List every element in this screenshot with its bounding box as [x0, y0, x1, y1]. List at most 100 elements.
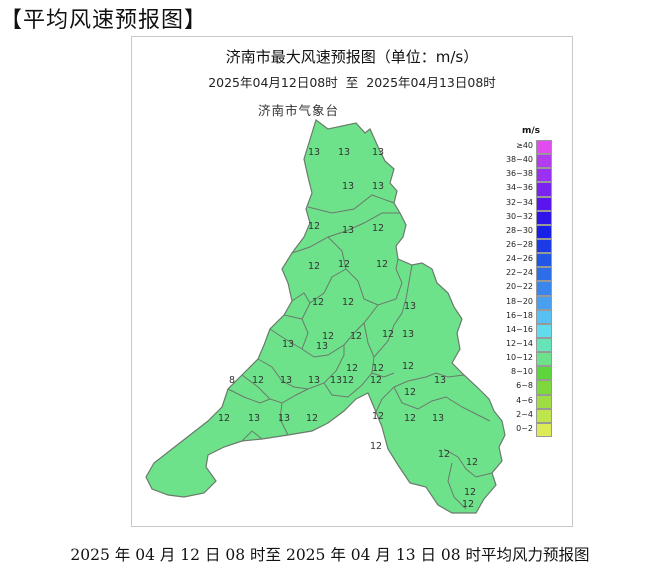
wind-value-label: 12 [382, 329, 394, 340]
wind-value-label: 13 [248, 413, 260, 424]
wind-value-label: 12 [370, 375, 382, 386]
legend-label: 36~38 [505, 169, 533, 179]
legend-label: 4~6 [516, 395, 533, 405]
wind-value-label: 12 [312, 297, 324, 308]
wind-value-label: 12 [322, 331, 334, 342]
legend-item: 24~26 [496, 253, 556, 268]
wind-value-label: 12 [338, 259, 350, 270]
wind-value-label: 13 [404, 301, 416, 312]
legend-swatch [536, 394, 552, 409]
legend-label: ≥40 [516, 141, 533, 150]
legend-label: 24~26 [505, 254, 533, 264]
forecast-map-panel: 济南市最大风速预报图（单位：m/s） 2025年04月12日08时至 2025年0… [131, 36, 573, 527]
wind-value-label: 13 [342, 225, 354, 236]
legend-label: 20~22 [505, 282, 533, 292]
wind-value-label: 13 [342, 181, 354, 192]
wind-value-label: 12 [350, 331, 362, 342]
legend-item: ≥40 [496, 140, 556, 155]
legend-label: 8~10 [511, 367, 533, 377]
wind-value-label: 12 [372, 223, 384, 234]
legend-item: 0~2 [496, 422, 556, 437]
wind-value-label: 13 [308, 375, 320, 386]
wind-value-label: 12 [404, 413, 416, 424]
legend-item: 14~16 [496, 323, 556, 338]
page-heading: 【平均风速预报图】 [0, 8, 208, 33]
legend-label: 2~4 [516, 409, 533, 419]
wind-value-label: 12 [218, 413, 230, 424]
wind-value-label: 12 [464, 487, 476, 498]
legend-swatch [536, 352, 552, 367]
legend-swatch [536, 281, 552, 296]
wind-value-label: 12 [342, 297, 354, 308]
wind-value-label: 12 [342, 375, 354, 386]
map-title: 济南市最大风速预报图（单位：m/s） [225, 48, 479, 66]
wind-value-label: 12 [376, 259, 388, 270]
legend-swatch [536, 140, 552, 155]
legend-item: 28~30 [496, 224, 556, 239]
legend-label: 0~2 [516, 423, 533, 433]
legend-item: 38~40 [496, 154, 556, 169]
legend-swatch [536, 267, 552, 282]
legend-item: 4~6 [496, 394, 556, 409]
wind-value-label: 12 [372, 411, 384, 422]
wind-value-label: 12 [372, 363, 384, 374]
wind-value-label: 13 [330, 375, 342, 386]
legend-swatch [536, 323, 552, 338]
legend-label: 30~32 [505, 211, 533, 221]
wind-value-label: 13 [402, 329, 414, 340]
legend-label: 12~14 [505, 338, 533, 348]
legend-swatch [536, 224, 552, 239]
legend-item: 12~14 [496, 337, 556, 353]
legend-label: 16~18 [505, 310, 533, 320]
legend-swatch [536, 238, 552, 254]
legend-swatch [536, 168, 552, 183]
legend-item: 16~18 [496, 309, 556, 324]
legend-label: 38~40 [505, 155, 533, 165]
wind-value-label: 12 [404, 387, 416, 398]
wind-value-label: 12 [308, 261, 320, 272]
legend-label: 22~24 [505, 268, 533, 278]
legend-item: 26~28 [496, 238, 556, 254]
wind-value-label: 13 [308, 147, 320, 158]
legend-item: 22~24 [496, 267, 556, 282]
subtitle-to: 2025年04月13日08时 [366, 75, 496, 90]
wind-value-label: 13 [434, 375, 446, 386]
legend-swatch [536, 309, 552, 324]
legend-swatch [536, 154, 552, 169]
legend-item: 18~20 [496, 295, 556, 310]
legend-swatch [536, 182, 552, 197]
legend-item: 34~36 [496, 182, 556, 197]
legend-label: 32~34 [505, 197, 533, 207]
map-subtitle: 2025年04月12日08时至 2025年04月13日08时 [132, 72, 572, 91]
wind-value-label: 13 [372, 181, 384, 192]
legend-swatch [536, 253, 552, 268]
legend-item: 6~8 [496, 380, 556, 395]
wind-speed-legend: ≥40 38~40 36~38 34~36 32~34 30~32 28~30 26~28 24… [496, 140, 556, 437]
legend-item: 10~12 [496, 352, 556, 367]
wind-value-label: 12 [466, 457, 478, 468]
wind-value-label: 13 [282, 339, 294, 350]
legend-label: 28~30 [505, 225, 533, 235]
wind-value-label: 13 [278, 413, 290, 424]
legend-item: 30~32 [496, 210, 556, 225]
wind-value-label: 13 [280, 375, 292, 386]
jinan-region-shape [145, 119, 506, 514]
legend-label: 34~36 [505, 183, 533, 193]
subtitle-from: 2025年04月12日08时 [208, 75, 338, 90]
wind-value-label: 12 [438, 449, 450, 460]
legend-label: 10~12 [505, 353, 533, 363]
legend-swatch [536, 337, 552, 353]
legend-item: 2~4 [496, 408, 556, 423]
legend-swatch [536, 210, 552, 225]
wind-value-label: 13 [338, 147, 350, 158]
legend-swatch [536, 196, 552, 211]
wind-value-label: 12 [346, 363, 358, 374]
wind-value-label: 12 [308, 221, 320, 232]
wind-value-label: 8 [229, 375, 235, 386]
subtitle-separator: 至 [345, 75, 359, 90]
wind-value-label: 12 [370, 441, 382, 452]
legend-swatch [536, 366, 552, 381]
legend-swatch [536, 380, 552, 395]
